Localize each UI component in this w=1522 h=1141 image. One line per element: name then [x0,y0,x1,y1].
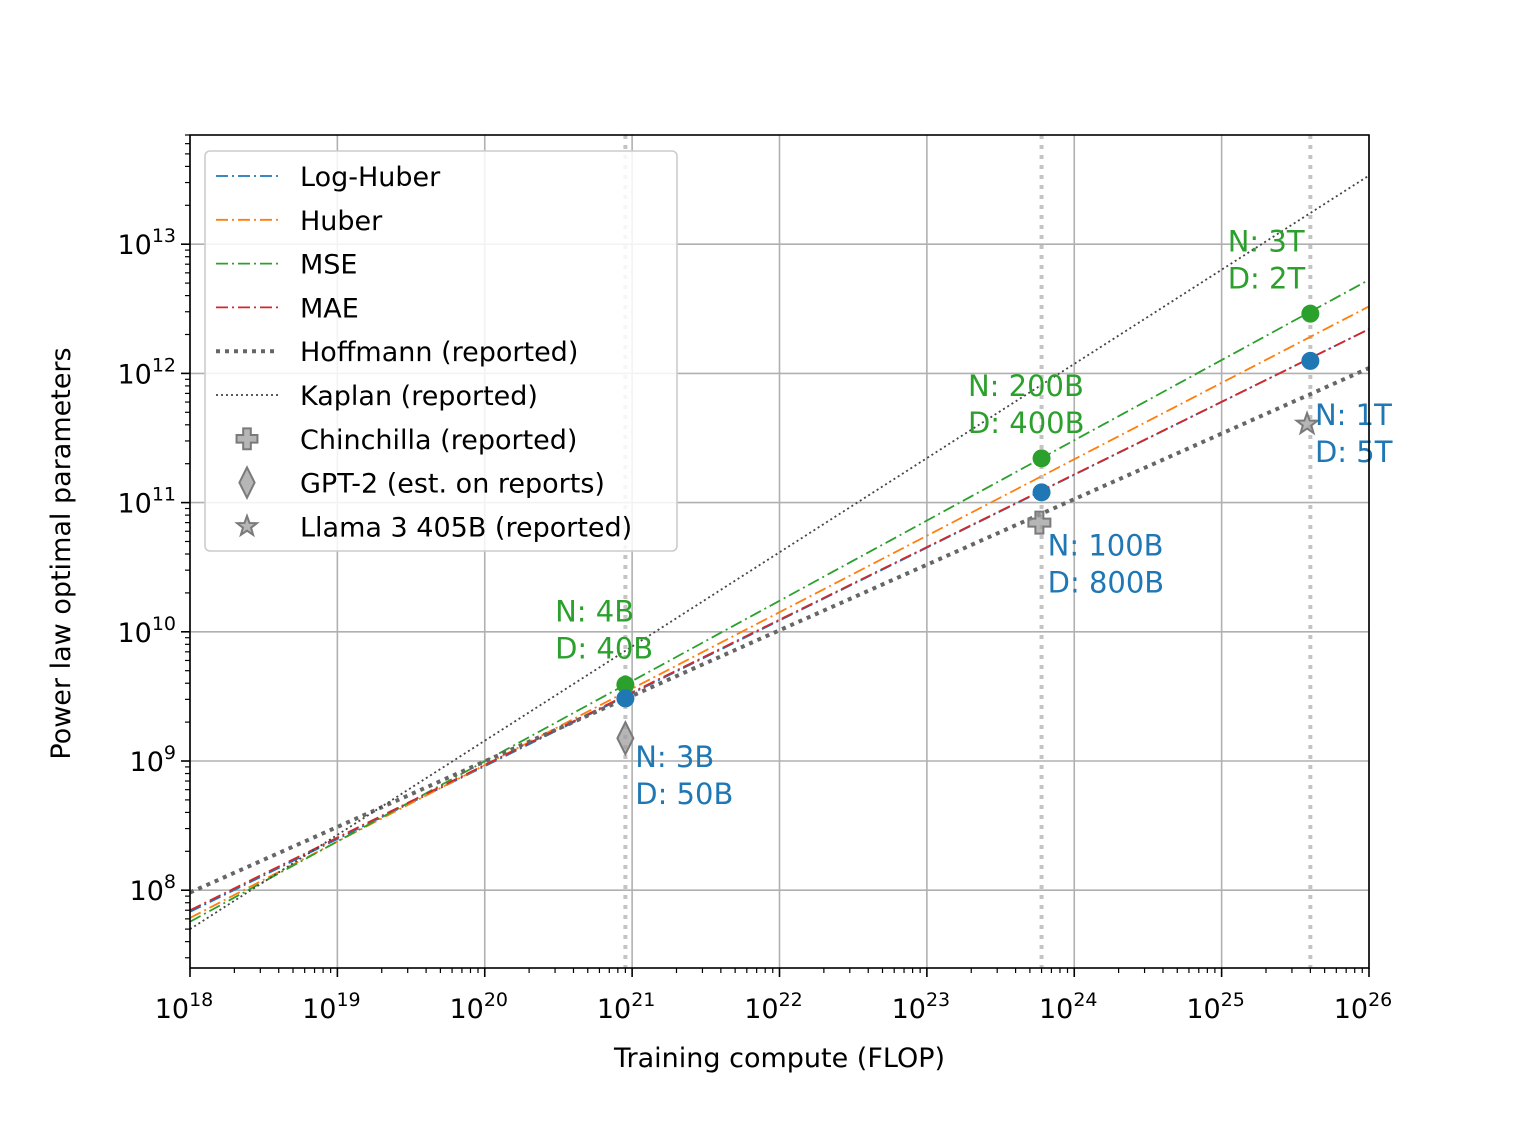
annotation-params-label: N: 1T [1315,398,1392,432]
x-tick-label: 1020 [449,989,508,1025]
plus-marker [1027,510,1052,535]
data-point [1301,304,1320,323]
axis-ticks: 1018 1019 1020 1021 1022 1023 1024 1025 1026 108 1… [117,134,1393,1025]
x-tick-label: 1022 [744,989,803,1025]
reported-markers [616,410,1321,757]
legend-box [204,150,678,552]
annotation-data-label: D: 5T [1315,435,1393,469]
x-tick-label: 1018 [155,989,214,1025]
series-line [190,305,1369,919]
y-tick-label: 109 [130,742,176,778]
legend-label: Llama 3 405B (reported) [300,512,632,543]
legend-label: GPT-2 (est. on reports) [300,469,605,500]
y-tick-label: 1013 [117,225,176,261]
y-tick-label: 108 [130,871,176,907]
diamond-marker [616,720,635,757]
legend-label: Huber [300,206,383,237]
data-point [1032,449,1051,468]
annotation-params-label: N: 100B [1048,528,1164,562]
legend-label: Hoffmann (reported) [300,337,578,368]
y-tick-label: 1011 [117,484,176,520]
star-marker [1293,410,1321,436]
series-lines [190,174,1369,930]
annotation-data-label: D: 50B [635,777,733,811]
annotation-data-label: D: 800B [1048,565,1165,599]
legend: Log-Huber Huber MSE MAE Hoffmann (reported) K… [204,150,678,552]
data-points [616,304,1320,708]
series-line [190,328,1369,912]
legend-label: Chinchilla (reported) [300,425,577,456]
y-axis-label: Power law optimal parameters [46,347,77,759]
annotation-params-label: N: 200B [968,369,1084,403]
x-tick-label: 1019 [302,989,361,1025]
x-tick-label: 1021 [597,989,656,1025]
series-line [190,174,1369,930]
legend-label: Log-Huber [300,162,441,193]
y-tick-label: 1010 [117,613,176,649]
x-tick-label: 1024 [1039,989,1098,1025]
x-tick-label: 1026 [1334,989,1393,1025]
data-point [616,689,635,708]
plus-marker [235,427,259,451]
annotation-data-label: D: 40B [555,632,653,666]
data-point [1301,351,1320,370]
data-point [1032,483,1051,502]
x-tick-label: 1023 [892,989,951,1025]
annotation-data-label: D: 400B [968,406,1085,440]
diamond-marker [238,465,256,501]
legend-label: MAE [300,293,359,324]
star-marker [234,512,260,538]
annotation-params-label: N: 3T [1228,224,1305,258]
y-tick-label: 1012 [117,354,176,390]
series-line [190,279,1369,923]
annotation-params-label: N: 4B [555,595,634,629]
annotation-params-label: N: 3B [635,740,714,774]
x-axis-label: Training compute (FLOP) [613,1043,945,1074]
annotation-data-label: D: 2T [1228,261,1306,295]
x-tick-label: 1025 [1186,989,1245,1025]
legend-label: Kaplan (reported) [300,381,538,412]
legend-label: MSE [300,250,358,281]
data-point [616,675,635,694]
